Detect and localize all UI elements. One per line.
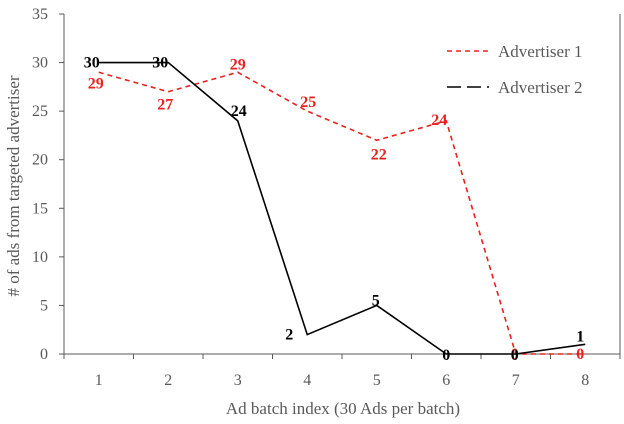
x-axis-ticks: 1 2 3 4 5 6 7 8 xyxy=(63,354,621,389)
series-line-2 xyxy=(98,61,586,355)
y-tick-label: 35 xyxy=(32,6,48,23)
y-axis-title: # of ads from targeted advertiser xyxy=(4,75,23,296)
y-tick-label: 25 xyxy=(32,103,48,120)
data-label: 30 xyxy=(152,55,168,72)
series-line-1 xyxy=(98,71,586,355)
data-label: 24 xyxy=(431,112,447,129)
data-label: 0 xyxy=(576,346,584,363)
y-tick-label: 0 xyxy=(40,346,48,363)
x-tick-label: 8 xyxy=(581,372,589,389)
x-tick-label: 6 xyxy=(442,372,450,389)
x-tick-label: 1 xyxy=(95,372,103,389)
legend-label-1: Advertiser 1 xyxy=(498,42,583,61)
x-tick-label: 2 xyxy=(164,372,172,389)
legend-label-2: Advertiser 2 xyxy=(498,78,583,97)
y-tick-label: 20 xyxy=(32,152,48,169)
legend: Advertiser 1 Advertiser 2 xyxy=(447,42,583,97)
data-label: 2 xyxy=(285,327,293,344)
data-label: 29 xyxy=(88,75,104,92)
x-tick-label: 4 xyxy=(303,372,311,389)
data-label: 27 xyxy=(157,97,173,114)
data-label: 5 xyxy=(372,292,380,309)
data-label: 0 xyxy=(511,347,519,364)
y-axis-ticks: 0 5 10 15 20 25 30 35 xyxy=(32,6,64,363)
x-tick-label: 5 xyxy=(373,372,381,389)
chart-axes xyxy=(63,14,621,355)
data-label: 0 xyxy=(511,346,519,363)
series-layer xyxy=(98,61,586,355)
y-tick-label: 30 xyxy=(32,55,48,72)
data-label: 22 xyxy=(371,146,387,163)
data-label: 0 xyxy=(442,347,450,364)
data-label: 25 xyxy=(300,94,316,111)
data-label: 24 xyxy=(231,103,247,120)
x-axis-title: Ad batch index (30 Ads per batch) xyxy=(226,399,460,418)
y-tick-label: 10 xyxy=(32,249,48,266)
y-tick-label: 5 xyxy=(40,297,48,314)
data-label: 1 xyxy=(576,328,584,345)
data-label: 30 xyxy=(84,55,100,72)
x-tick-label: 3 xyxy=(234,372,242,389)
x-tick-label: 7 xyxy=(512,372,520,389)
y-tick-label: 15 xyxy=(32,200,48,217)
data-label: 29 xyxy=(230,56,246,73)
